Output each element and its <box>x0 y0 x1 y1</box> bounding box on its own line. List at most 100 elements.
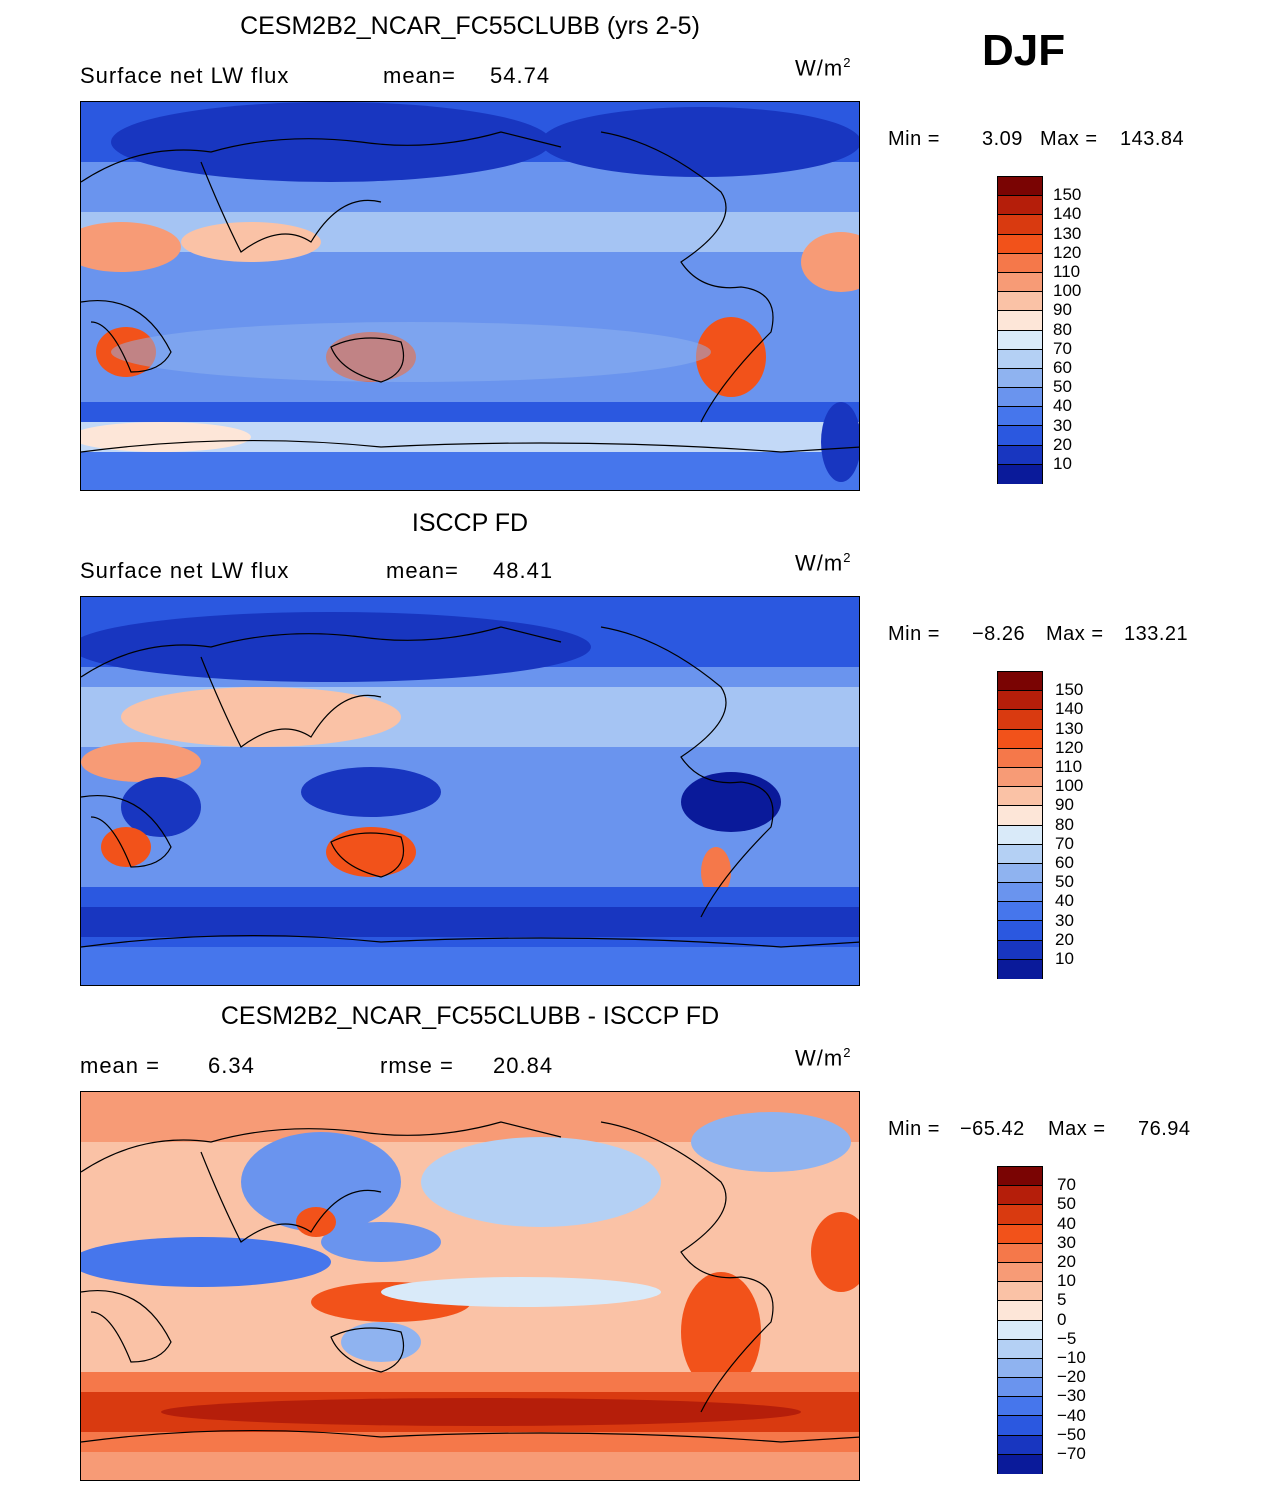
panel2-title: ISCCP FD <box>411 509 529 537</box>
colorbar-tick-label: 110 <box>1055 757 1083 776</box>
panel2-colorbar-swatch <box>998 748 1042 768</box>
panel2-max-label: Max = <box>1046 623 1104 645</box>
colorbar-tick-label: 130 <box>1053 223 1082 243</box>
panel3-colorbar <box>997 1166 1043 1474</box>
panel3-colorbar-swatch <box>998 1186 1042 1206</box>
colorbar-tick-label: −50 <box>1057 1424 1086 1444</box>
panel2-colorbar <box>997 671 1043 979</box>
panel1-min-label: Min = <box>888 128 940 150</box>
panel1-max-label: Max = <box>1040 128 1098 150</box>
colorbar-tick-label: 40 <box>1053 396 1072 416</box>
panel3-title: CESM2B2_NCAR_FC55CLUBB - ISCCP FD <box>220 1002 720 1030</box>
colorbar-tick-label: 10 <box>1057 1271 1076 1291</box>
colorbar-tick-label: −20 <box>1057 1367 1086 1387</box>
colorbar-tick-label: 100 <box>1053 281 1082 301</box>
colorbar-tick-label: 70 <box>1057 1175 1076 1195</box>
panel1-colorbar-swatch <box>998 426 1042 446</box>
colorbar-tick-label: 30 <box>1057 1232 1076 1252</box>
colorbar-tick-label: 30 <box>1055 910 1074 930</box>
colorbar-tick-label: 80 <box>1055 814 1074 834</box>
panel3-colorbar-swatch <box>998 1416 1042 1436</box>
panel1-map <box>80 101 860 491</box>
panel3-colorbar-swatch <box>998 1205 1042 1225</box>
colorbar-tick-label: 70 <box>1055 833 1074 853</box>
panel1-colorbar-swatch <box>998 368 1042 389</box>
panel3-colorbar-swatch <box>998 1301 1042 1321</box>
panel1-colorbar-swatch <box>998 407 1042 427</box>
panel2-colorbar-swatch <box>998 710 1042 730</box>
colorbar-tick-label: −40 <box>1057 1405 1086 1425</box>
colorbar-tick-label: 5 <box>1057 1290 1067 1310</box>
colorbar-tick-label: 150 <box>1055 680 1084 700</box>
colorbar-tick-label: 150 <box>1053 185 1082 205</box>
panel1-colorbar-swatch <box>998 292 1042 312</box>
panel2-units: W/m2 <box>795 550 852 576</box>
panel2-colorbar-swatch <box>998 825 1042 845</box>
panel2-colorbar-swatch <box>998 729 1042 749</box>
panel3-colorbar-swatch <box>998 1167 1042 1187</box>
colorbar-tick-label: 90 <box>1053 300 1072 320</box>
colorbar-tick-label: 50 <box>1057 1194 1076 1214</box>
panel1-colorbar-swatch <box>998 253 1042 273</box>
colorbar-tick-label: 30 <box>1053 415 1072 435</box>
panel3-mean-label: mean = <box>80 1053 160 1078</box>
panel2-max-value: 133.21 <box>1124 623 1189 645</box>
panel3-colorbar-swatch <box>998 1262 1042 1283</box>
colorbar-tick-label: −70 <box>1057 1444 1086 1463</box>
colorbar-tick-label: 10 <box>1053 454 1072 473</box>
panel1-colorbar-swatch <box>998 311 1042 331</box>
panel2-colorbar-swatch <box>998 767 1042 788</box>
colorbar-tick-label: 20 <box>1053 434 1072 454</box>
panel3-colorbar-swatch <box>998 1358 1042 1379</box>
colorbar-tick-label: −5 <box>1057 1328 1077 1348</box>
colorbar-tick-label: 80 <box>1053 319 1072 339</box>
panel3-colorbar-swatch <box>998 1224 1042 1244</box>
panel2-colorbar-swatch <box>998 959 1042 979</box>
panel2-colorbar-swatch <box>998 921 1042 941</box>
panel1-variable-label: Surface net LW flux <box>80 63 290 88</box>
panel1-max-value: 143.84 <box>1120 128 1185 150</box>
season-label: DJF <box>982 26 1066 75</box>
colorbar-tick-label: 130 <box>1055 718 1084 738</box>
colorbar-tick-label: 120 <box>1055 737 1084 757</box>
colorbar-tick-label: 60 <box>1055 853 1074 872</box>
panel3-colorbar-swatch <box>998 1435 1042 1455</box>
panel1-colorbar-swatch <box>998 464 1042 484</box>
panel3-colorbar-swatch <box>998 1397 1042 1417</box>
panel3-colorbar-swatch <box>998 1282 1042 1302</box>
panel2-colorbar-swatch <box>998 883 1042 903</box>
panel1-colorbar-swatch <box>998 349 1042 369</box>
panel3-colorbar-swatch <box>998 1320 1042 1340</box>
colorbar-tick-label: 10 <box>1055 949 1074 968</box>
colorbar-tick-label: −30 <box>1057 1386 1086 1406</box>
panel2-min-label: Min = <box>888 623 940 645</box>
panel3-min-label: Min = <box>888 1118 940 1140</box>
colorbar-tick-label: 40 <box>1055 891 1074 911</box>
panel1-units: W/m2 <box>795 55 852 81</box>
panel2-colorbar-swatch <box>998 863 1042 884</box>
colorbar-tick-label: 60 <box>1053 358 1072 377</box>
panel1-colorbar-swatch <box>998 196 1042 216</box>
colorbar-tick-label: 100 <box>1055 776 1084 796</box>
colorbar-tick-label: −10 <box>1057 1348 1086 1367</box>
colorbar-tick-label: 40 <box>1057 1213 1076 1233</box>
colorbar-tick-label: 90 <box>1055 795 1074 815</box>
panel1-mean-value: 54.74 <box>490 63 551 88</box>
panel3-mean-value: 6.34 <box>208 1053 255 1078</box>
panel3-min-value: −65.42 <box>960 1118 1025 1140</box>
panel3-colorbar-swatch <box>998 1378 1042 1398</box>
panel1-colorbar-swatch <box>998 234 1042 254</box>
panel2-colorbar-swatch <box>998 940 1042 960</box>
panel2-map <box>80 596 860 986</box>
panel2-min-value: −8.26 <box>972 623 1026 645</box>
panel1-colorbar <box>997 176 1043 484</box>
colorbar-tick-label: 20 <box>1055 929 1074 949</box>
panel3-max-value: 76.94 <box>1138 1118 1191 1140</box>
panel3-units: W/m2 <box>795 1045 852 1071</box>
panel2-colorbar-swatch <box>998 902 1042 922</box>
colorbar-tick-label: 50 <box>1055 872 1074 892</box>
panel3-colorbar-swatch <box>998 1454 1042 1474</box>
panel2-colorbar-swatch <box>998 844 1042 864</box>
colorbar-tick-label: 0 <box>1057 1309 1067 1329</box>
panel3-colorbar-swatch <box>998 1243 1042 1263</box>
